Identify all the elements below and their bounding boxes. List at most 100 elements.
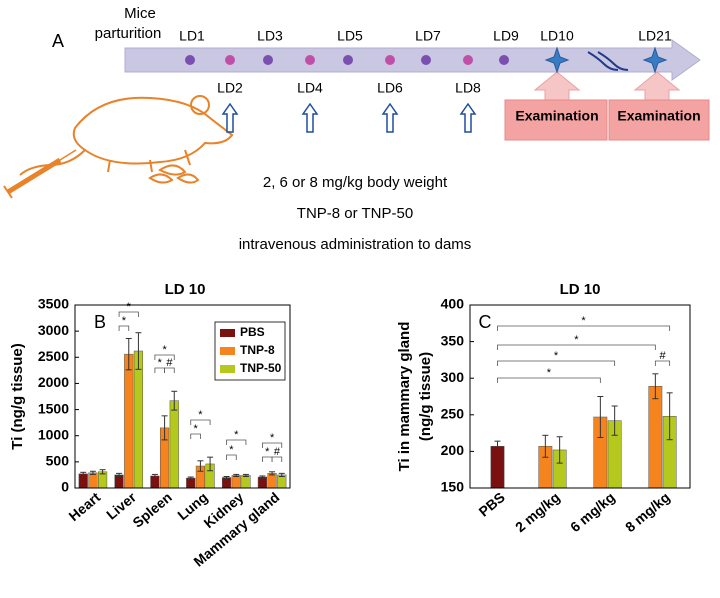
significance-mark: * [547,367,552,379]
y-tick-label: 350 [441,332,465,348]
significance-bracket [654,360,671,366]
significance-bracket [271,456,283,462]
significance-mark: * [198,409,203,421]
dosing-text: TNP-8 or TNP-50 [297,205,413,222]
significance-mark: * [158,357,163,369]
timeline-arrow [124,39,701,81]
dose-arrow [459,102,477,133]
error-bar [666,392,673,441]
day-dot [185,55,195,65]
y-tick-label: 500 [46,453,70,469]
day-dot [343,55,353,65]
significance-mark: * [193,423,198,435]
bar [231,475,241,489]
y-tick-label: 0 [61,479,69,495]
mouse-illustration [19,95,234,184]
error-bar [116,472,123,477]
error-bar [259,475,266,479]
break-mark [587,51,619,71]
y-tick-label: 150 [441,479,465,495]
significance-mark: * [162,344,167,356]
error-bar [542,434,549,458]
significance-mark: * [554,350,559,362]
exam-star [642,46,668,74]
error-bar [197,460,204,472]
exam-box [608,99,710,141]
bar [88,472,98,489]
significance-mark: # [274,446,281,458]
y-tick-label: 1000 [38,426,69,442]
day-dot [463,55,473,65]
error-bar [611,405,618,436]
significance-bracket [497,325,671,331]
error-bar [151,473,158,479]
exam-day-label: LD21 [638,28,672,44]
error-bar [135,332,142,370]
y-tick-label: 1500 [38,400,69,416]
error-bar [99,469,106,475]
error-bar [597,396,604,438]
significance-mark: * [229,444,234,456]
x-tick-label: Spleen [129,489,174,531]
dose-arrow [381,102,399,133]
panel-letter: A [52,31,64,51]
exam-label: Examination [617,108,700,124]
error-bar [223,475,230,480]
day-label: LD1 [179,28,205,44]
significance-mark: * [127,301,132,313]
significance-mark: * [574,334,579,346]
significance-mark: # [166,357,173,369]
plot-frame [74,304,291,489]
significance-bracket [497,377,601,383]
day-label: LD4 [297,80,323,96]
legend-swatch [220,329,235,337]
start-label: parturition [95,25,162,42]
error-bar [233,473,240,477]
x-tick-label: 2 mg/kg [512,489,563,535]
dose-arrow [301,102,319,133]
exam-arrow [533,71,581,101]
bar [169,400,179,489]
legend-label: PBS [240,325,265,339]
error-bar [89,470,96,475]
exam-arrow [633,71,681,101]
chart: LD 10 C Ti in mammary gland (ng/g tissue) 15… [396,281,691,535]
y-tick-label: 250 [441,406,465,422]
y-tick-label: 300 [441,369,465,385]
dosing-text: 2, 6 or 8 mg/kg body weight [263,174,448,191]
bar [124,353,134,489]
panel-letter: B [94,312,106,332]
day-dot [421,55,431,65]
legend-swatch [220,347,235,355]
significance-bracket [226,454,237,460]
syringe [3,149,77,199]
error-bar [207,456,214,472]
day-label: LD2 [217,80,243,96]
error-bar [556,436,563,464]
error-bar [80,471,87,476]
exam-day-label: LD10 [540,28,574,44]
significance-bracket [190,419,211,425]
exam-label: Examination [515,108,598,124]
significance-bracket [226,439,247,445]
y-axis-label: (ng/g tissue) [417,352,434,441]
error-bar [161,415,168,441]
chart: LD 10 B Ti (ng/g tissue) 0 500 1000 1500 2000 25… [9,281,291,570]
significance-bracket [164,367,175,373]
start-label: Mice [124,5,156,22]
error-bar [494,440,501,452]
significance-mark: * [122,315,127,327]
day-dot [225,55,235,65]
significance-mark: # [659,350,666,362]
y-tick-label: 3500 [38,296,69,312]
x-tick-label: Heart [66,489,104,524]
y-axis-label: Ti (ng/g tissue) [9,343,26,449]
day-label: LD8 [455,80,481,96]
bar [648,386,663,489]
bar [257,476,267,489]
bar [221,477,232,489]
significance-mark: * [270,432,275,444]
bar [267,473,277,489]
significance-bracket [497,344,656,350]
x-tick-label: 8 mg/kg [622,489,673,535]
